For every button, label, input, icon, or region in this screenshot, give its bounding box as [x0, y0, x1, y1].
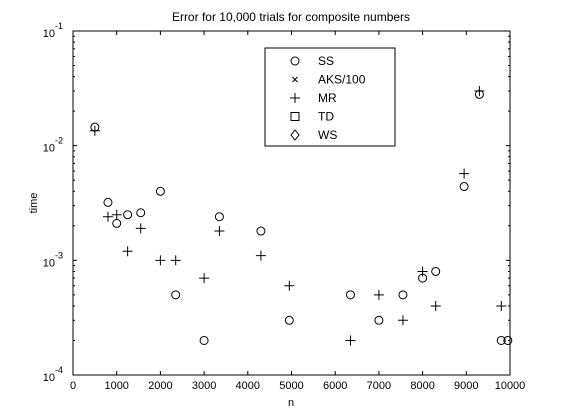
y-tick-label-exponent: -3: [55, 250, 63, 260]
y-tick-label-base: 10: [43, 372, 55, 384]
legend-label: WS: [318, 128, 337, 142]
y-tick-label-base: 10: [43, 143, 55, 155]
y-tick-label-exponent: -2: [55, 136, 63, 146]
y-axis-label: time: [28, 193, 40, 214]
x-tick-label: 8000: [410, 380, 434, 392]
y-tick-label-base: 10: [43, 257, 55, 269]
x-tick-label: 2000: [148, 380, 172, 392]
x-tick-label: 6000: [323, 380, 347, 392]
legend-label: AKS/100: [318, 73, 366, 87]
x-tick-label: 10000: [495, 380, 526, 392]
x-tick-label: 1000: [104, 380, 128, 392]
legend-label: SS: [318, 54, 334, 68]
x-tick-label: 4000: [236, 380, 260, 392]
y-tick-label-exponent: -4: [55, 365, 63, 375]
legend: SS AKS/100 MR TD WS: [265, 48, 395, 146]
x-tick-label: 5000: [279, 380, 303, 392]
x-tick-label: 0: [70, 380, 76, 392]
y-tick-label-base: 10: [43, 28, 55, 40]
legend-label: TD: [318, 110, 334, 124]
chart-title: Error for 10,000 trials for composite nu…: [172, 10, 410, 24]
x-tick-label: 9000: [454, 380, 478, 392]
x-tick-label: 3000: [192, 380, 216, 392]
legend-label: MR: [318, 91, 337, 105]
y-tick-label-exponent: -1: [55, 21, 63, 31]
x-axis-label: n: [288, 397, 294, 409]
x-tick-label: 7000: [367, 380, 391, 392]
